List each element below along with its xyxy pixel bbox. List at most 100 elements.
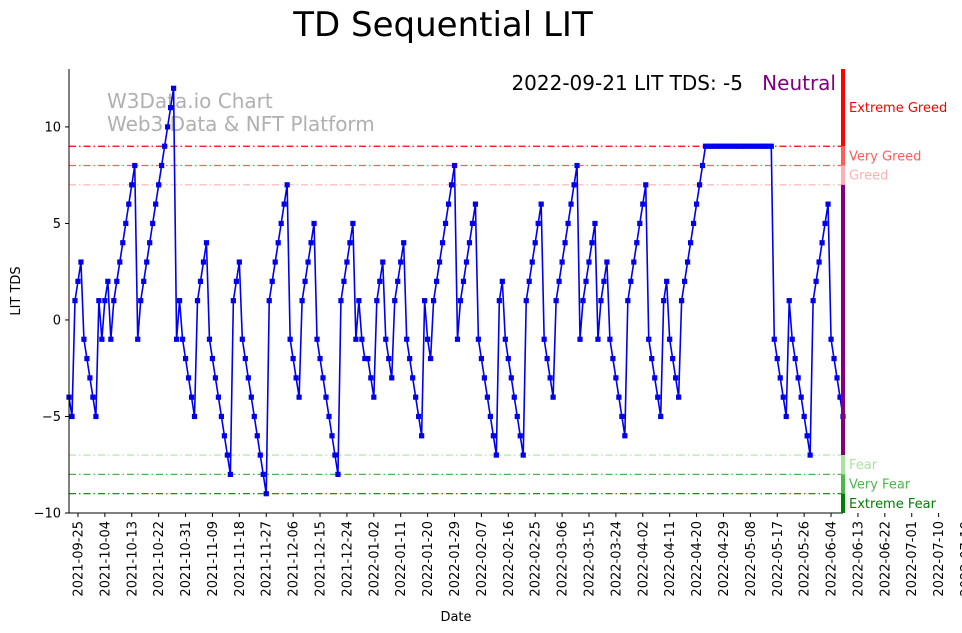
data-point: [735, 143, 742, 149]
data-point: [457, 298, 464, 304]
data-point: [419, 433, 425, 439]
data-point: [454, 336, 461, 342]
data-point: [81, 336, 87, 342]
data-point: [236, 259, 242, 265]
status-text: 2022-09-21 LIT TDS: -5: [511, 71, 743, 95]
data-point: [374, 298, 380, 304]
data-point: [90, 394, 96, 400]
data-point: [613, 375, 619, 381]
data-point: [445, 201, 452, 207]
data-point: [783, 413, 789, 420]
data-point: [565, 220, 571, 227]
data-point: [93, 413, 99, 420]
data-point: [168, 105, 174, 111]
data-point: [296, 394, 302, 400]
x-axis-label: Date: [440, 610, 471, 625]
data-point: [275, 240, 281, 246]
data-point: [547, 375, 553, 381]
x-tick-label: 2021-10-31: [179, 521, 194, 597]
data-point: [813, 278, 819, 284]
data-point: [350, 220, 356, 227]
data-point: [182, 355, 189, 362]
y-tick-label: 0: [53, 313, 61, 328]
data-point: [550, 394, 556, 400]
data-point: [230, 298, 236, 304]
data-point: [359, 336, 365, 342]
data-point: [84, 355, 90, 362]
data-point: [592, 220, 598, 227]
data-point: [828, 336, 834, 342]
watermark-line-1: W3Data.io Chart: [107, 89, 273, 113]
data-point: [245, 375, 251, 381]
data-point: [96, 298, 102, 304]
data-point: [801, 413, 807, 420]
axes-group: −10 −5 0 5 10 2021-09-25 2021-10-04 2021-10-13 2…: [34, 69, 962, 597]
data-point: [750, 143, 756, 149]
data-point: [673, 375, 679, 381]
data-point: [433, 278, 440, 284]
data-point: [179, 336, 186, 342]
data-point: [242, 355, 248, 362]
data-point: [571, 182, 577, 188]
data-point: [165, 124, 171, 130]
data-point: [448, 182, 455, 188]
x-tick-label: 2021-10-13: [125, 521, 140, 597]
threshold-lines: [69, 145, 843, 495]
data-point: [389, 375, 395, 381]
x-tick-label: 2021-12-24: [340, 521, 355, 597]
data-point: [804, 433, 810, 439]
data-point: [150, 220, 156, 227]
x-tick-label: 2022-03-24: [609, 521, 624, 597]
bar-very-greed: [841, 146, 845, 166]
x-tick-label: 2022-02-16: [502, 521, 517, 597]
x-tick-label: 2021-11-09: [206, 521, 221, 597]
data-point: [562, 240, 568, 246]
data-point: [463, 259, 470, 265]
data-point: [655, 394, 661, 400]
data-point: [395, 278, 401, 284]
data-point: [69, 413, 75, 420]
data-point: [475, 336, 482, 342]
data-point: [176, 298, 183, 304]
data-point: [269, 278, 275, 284]
data-point: [377, 278, 383, 284]
y-tick-label: −5: [42, 410, 61, 425]
data-point: [156, 182, 162, 188]
data-point: [141, 278, 147, 284]
data-point: [159, 162, 165, 169]
data-point: [347, 240, 353, 246]
data-point: [102, 298, 108, 304]
data-point: [586, 259, 592, 265]
data-point: [442, 220, 449, 227]
data-point: [407, 355, 413, 362]
data-point: [105, 278, 111, 284]
data-point: [816, 259, 822, 265]
data-point: [335, 471, 341, 477]
data-point: [353, 336, 359, 342]
data-point: [430, 298, 437, 304]
data-point: [215, 394, 222, 400]
data-point: [810, 298, 816, 304]
data-point: [789, 336, 795, 342]
data-point: [126, 201, 132, 207]
x-tick-label: 2022-06-04: [825, 521, 840, 597]
y-tick-label: 10: [44, 120, 61, 135]
data-point: [290, 355, 296, 362]
data-point: [649, 355, 655, 362]
data-point: [344, 259, 350, 265]
data-point: [676, 394, 682, 400]
data-point: [499, 278, 505, 284]
data-point: [825, 201, 831, 207]
data-point: [365, 355, 371, 362]
data-point: [553, 298, 559, 304]
data-point: [541, 336, 547, 342]
data-point: [266, 298, 272, 304]
data-point: [147, 240, 153, 246]
data-point: [120, 240, 126, 246]
data-point: [284, 182, 290, 188]
data-point: [589, 240, 595, 246]
data-point: [341, 278, 347, 284]
data-point: [580, 298, 586, 304]
bar-very-fear: [841, 474, 845, 494]
data-point: [466, 240, 473, 246]
